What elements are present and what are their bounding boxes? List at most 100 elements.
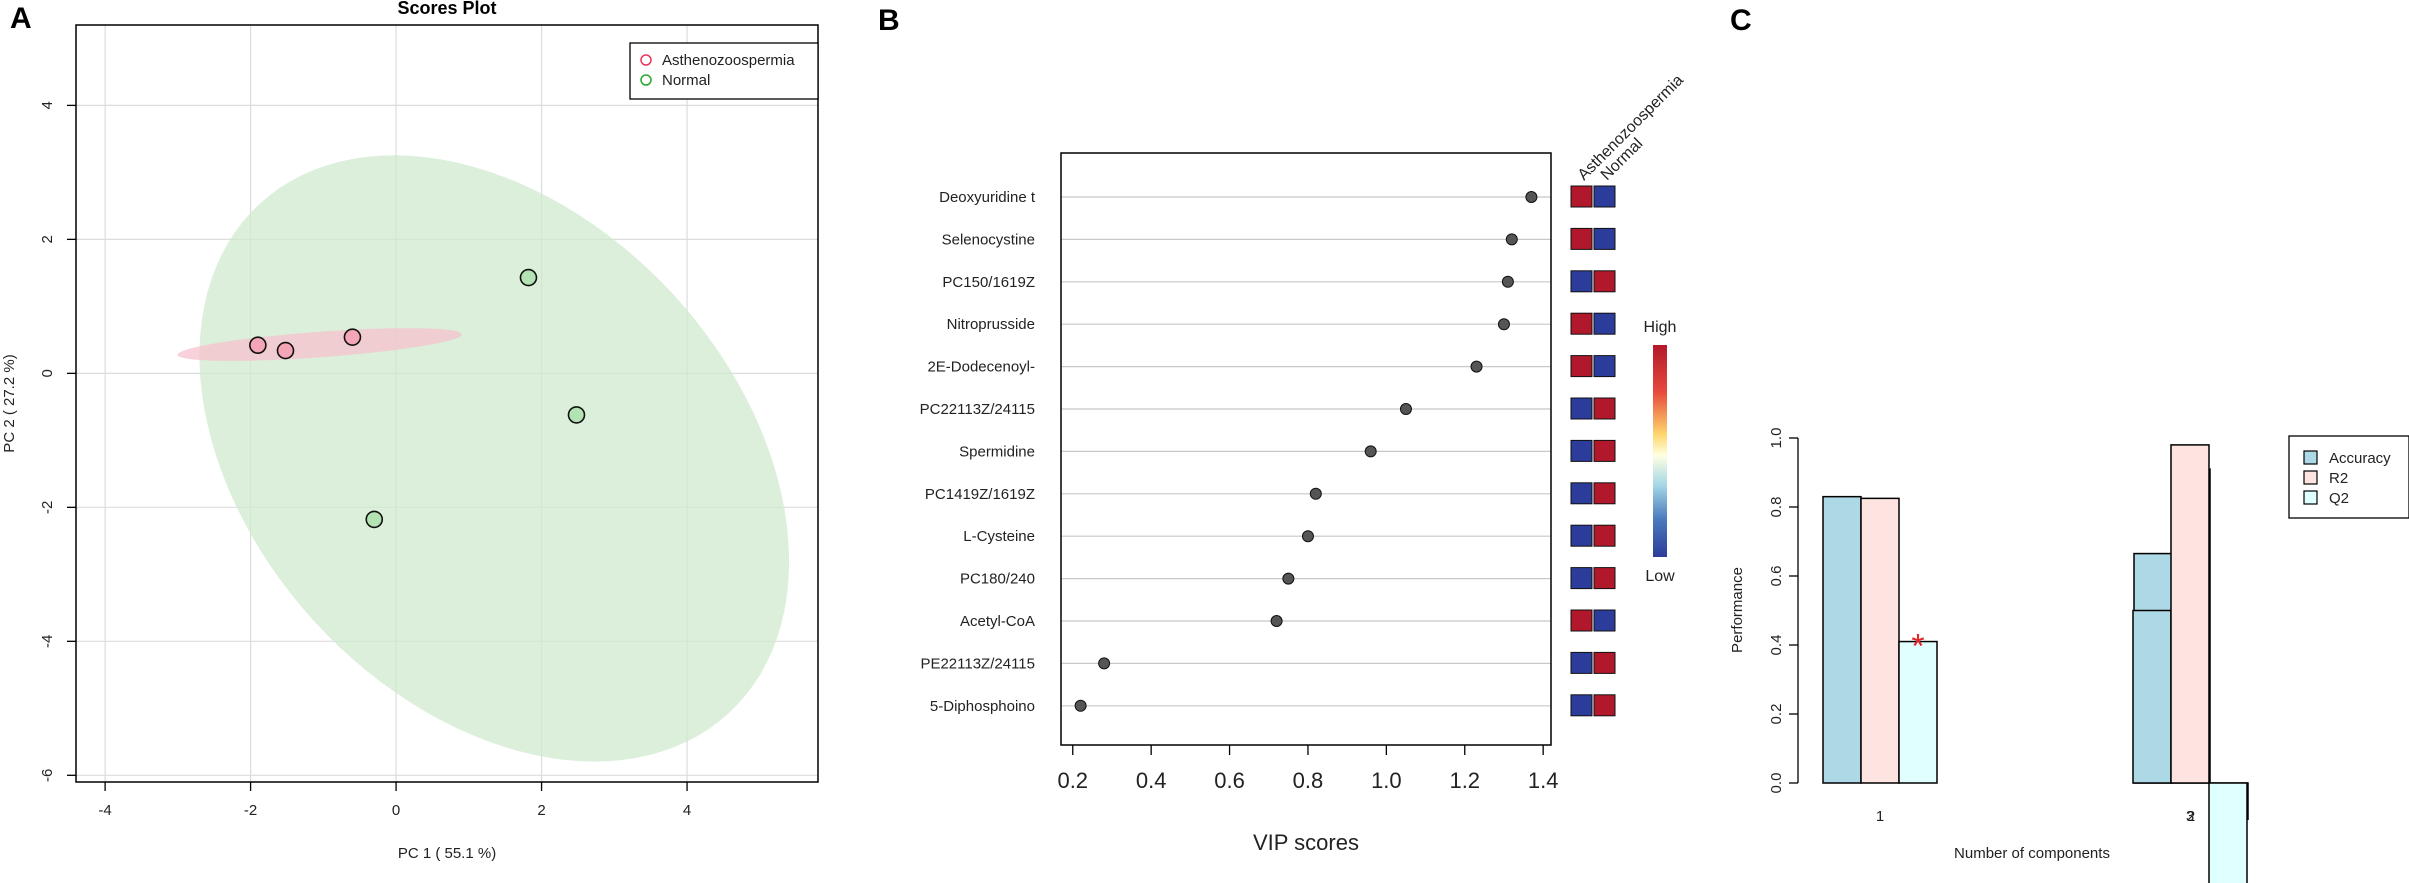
confidence-ellipse-asthenozoospermia [177, 328, 462, 361]
feature-label: Deoxyuridine t [939, 189, 1036, 206]
feature-label: 5-Diphosphoino [930, 698, 1035, 715]
vip-tick-label: 0.8 [1293, 768, 1324, 793]
x-tick-label: 4 [683, 802, 691, 819]
y-tick-label: 2 [39, 235, 56, 243]
feature-label: Spermidine [959, 443, 1035, 460]
heat-cell-normal [1593, 482, 1616, 505]
heat-cell-normal [1593, 651, 1616, 674]
legend-label: Q2 [2329, 490, 2349, 507]
feature-label: PC180/240 [960, 571, 1035, 588]
y-axis-label: PC 2 ( 27.2 %) [1, 354, 18, 452]
legend-label: R2 [2329, 470, 2348, 487]
bar-accuracy [2132, 609, 2172, 784]
bar-r2 [2170, 444, 2210, 784]
feature-label: 2E-Dodecenoyl- [927, 359, 1035, 376]
vip-dot [1074, 699, 1087, 712]
heat-cell-normal [1593, 227, 1616, 250]
y-tick-label: 4 [39, 101, 56, 109]
x-tick-label: -2 [244, 802, 257, 819]
y-tick-label: 0 [39, 369, 56, 377]
x-tick-label: 2 [537, 802, 545, 819]
score-point-asthenozoospermia [276, 341, 295, 360]
heat-cell-normal [1593, 609, 1616, 632]
category-label: 2 [2187, 808, 2195, 825]
panel-label-a: A [10, 2, 32, 35]
feature-label: L-Cysteine [963, 528, 1035, 545]
heat-cell-normal [1593, 439, 1616, 462]
heat-cell-normal [1593, 355, 1616, 378]
perf-y-tick-label: 0.4 [1768, 635, 1785, 656]
vip-dot [1497, 318, 1510, 331]
vip-dot [1470, 360, 1483, 373]
vip-tick-label: 0.2 [1057, 768, 1088, 793]
y-tick-label: -2 [39, 501, 56, 514]
score-point-asthenozoospermia [249, 336, 267, 355]
y-tick-label: -6 [39, 769, 56, 782]
heat-cell-normal [1593, 270, 1616, 293]
scores-plot-title: Scores Plot [397, 0, 496, 18]
vip-dot [1270, 615, 1283, 627]
x-axis-label: PC 1 ( 55.1 %) [398, 845, 496, 862]
heat-cell-asthenozoospermia [1570, 694, 1593, 717]
perf-y-tick-label: 0.6 [1768, 566, 1785, 587]
category-label: 1 [1876, 808, 1884, 825]
vip-dot [1501, 275, 1514, 288]
bar-q2 [2208, 782, 2248, 883]
legend-swatch-q2 [2303, 490, 2318, 505]
y-tick-label: -4 [39, 635, 56, 648]
vip-dot [1309, 487, 1322, 500]
x-tick-label: -4 [98, 802, 111, 819]
heat-cell-normal [1593, 694, 1616, 717]
score-point-asthenozoospermia [343, 328, 362, 346]
vip-tick-label: 1.0 [1371, 768, 1402, 793]
perf-y-tick-label: 0.8 [1768, 497, 1785, 518]
heat-cell-normal [1593, 567, 1616, 590]
heat-cell-normal [1593, 185, 1616, 208]
bar-accuracy [1822, 495, 1862, 784]
bar-q2 [1898, 640, 1938, 784]
feature-label: PC150/1619Z [942, 274, 1035, 291]
best-component-marker: * [1911, 628, 1924, 666]
color-scale-bar [1653, 345, 1667, 557]
heat-cell-asthenozoospermia [1570, 609, 1593, 632]
heat-cell-asthenozoospermia [1570, 567, 1593, 590]
vip-dot [1301, 530, 1314, 543]
feature-label: Nitroprusside [947, 316, 1035, 333]
legend-label: Normal [662, 72, 710, 89]
perf-y-tick-label: 0.2 [1768, 704, 1785, 725]
category-label: 3 [2186, 808, 2194, 825]
vip-dot [1282, 572, 1295, 585]
vip-tick-label: 0.6 [1214, 768, 1245, 793]
heat-cell-asthenozoospermia [1570, 439, 1593, 462]
legend-swatch-accuracy [2303, 450, 2318, 465]
vip-dot [1364, 445, 1377, 458]
heat-cell-asthenozoospermia [1570, 651, 1593, 674]
heat-cell-asthenozoospermia [1570, 397, 1593, 420]
legend-marker-asthenozoospermia [640, 54, 652, 66]
panel-label-b: B [878, 4, 900, 37]
vip-tick-label: 1.2 [1449, 768, 1480, 793]
vip-tick-label: 1.4 [1528, 768, 1559, 793]
heat-cell-asthenozoospermia [1570, 227, 1593, 250]
vip-dot [1098, 657, 1111, 670]
scale-high-label: High [1644, 319, 1677, 336]
heat-cell-asthenozoospermia [1570, 524, 1593, 547]
scores-legend-box [629, 42, 819, 100]
heat-cell-normal [1593, 397, 1616, 420]
vip-axis-label: VIP scores [1253, 830, 1359, 855]
vip-plot-frame [1060, 152, 1552, 746]
perf-x-axis-label: Number of components [1954, 845, 2110, 862]
legend-marker-normal [640, 74, 652, 86]
heat-cell-asthenozoospermia [1570, 270, 1593, 293]
vip-dot [1505, 233, 1518, 246]
perf-y-tick-label: 0.0 [1768, 773, 1785, 794]
legend-label: Asthenozoospermia [662, 52, 795, 69]
x-tick-label: 0 [392, 802, 400, 819]
scores-plot-frame [75, 24, 819, 783]
perf-y-tick-label: 1.0 [1768, 428, 1785, 449]
legend-swatch-r2 [2303, 470, 2318, 485]
vip-dot [1399, 403, 1412, 415]
feature-label: Selenocystine [942, 231, 1035, 248]
legend-label: Accuracy [2329, 450, 2391, 467]
